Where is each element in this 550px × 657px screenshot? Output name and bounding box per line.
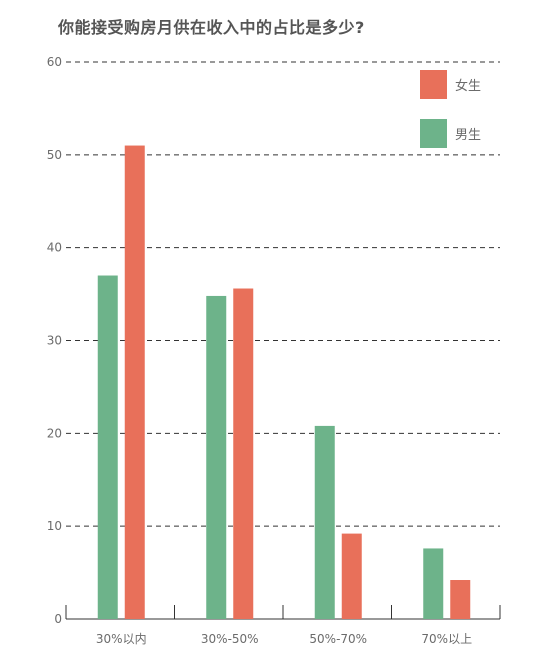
y-tick-label: 10 xyxy=(47,519,62,533)
bar-male xyxy=(423,548,444,619)
bar-male xyxy=(97,275,118,619)
legend-swatch xyxy=(420,119,447,148)
bar-female xyxy=(124,145,145,620)
bar-female xyxy=(450,580,471,619)
legend-label: 女生 xyxy=(455,78,481,94)
y-tick-label: 0 xyxy=(54,612,62,626)
bar-male xyxy=(314,425,335,619)
legend-swatch xyxy=(420,70,447,99)
y-tick-label: 50 xyxy=(47,148,62,162)
y-tick-label: 20 xyxy=(47,426,62,440)
x-tick-label: 50%-70% xyxy=(309,632,367,646)
x-tick-label: 70%以上 xyxy=(421,632,472,646)
y-tick-label: 60 xyxy=(47,55,62,69)
x-tick-label: 30%以内 xyxy=(96,632,147,646)
chart-title: 你能接受购房月供在收入中的占比是多少? xyxy=(58,18,365,37)
legend-label: 男生 xyxy=(455,128,481,143)
y-tick-label: 40 xyxy=(47,241,62,255)
bar-female xyxy=(341,533,362,619)
bar-male xyxy=(206,295,227,619)
y-tick-label: 30 xyxy=(47,334,62,348)
bar-female xyxy=(233,288,254,619)
x-tick-label: 30%-50% xyxy=(201,632,259,646)
